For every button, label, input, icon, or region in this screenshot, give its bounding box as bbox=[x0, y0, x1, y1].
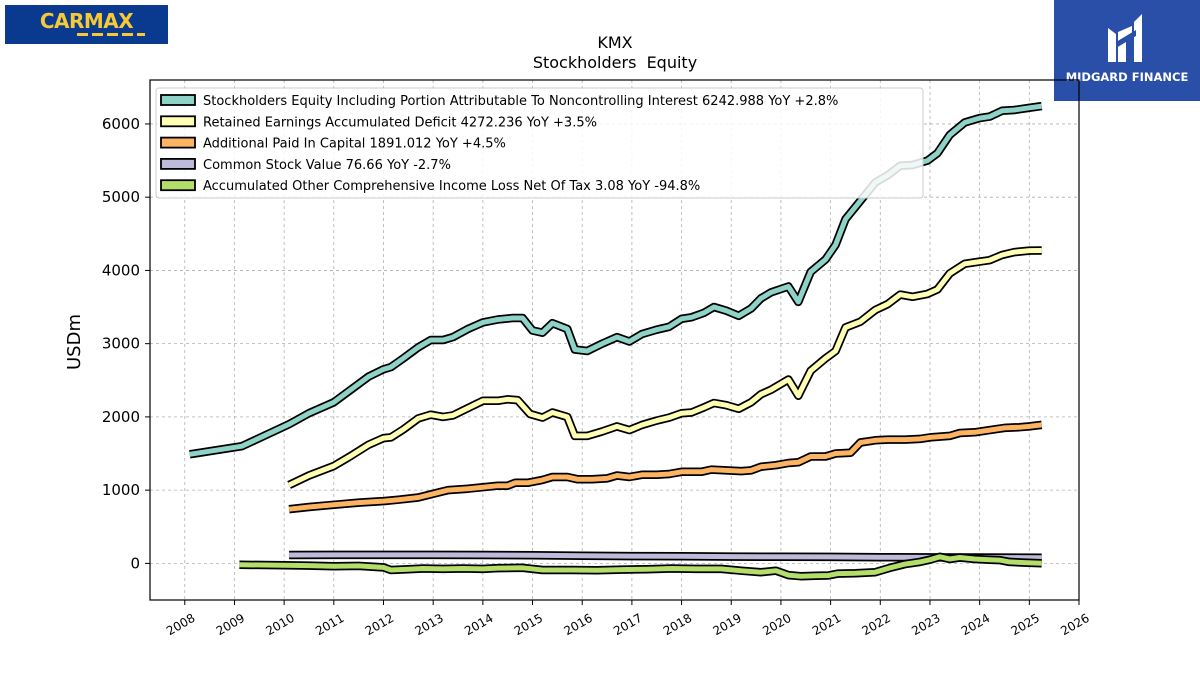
x-tick-label: 2022 bbox=[860, 611, 893, 638]
x-tick-label: 2026 bbox=[1058, 611, 1091, 638]
series-line bbox=[288, 248, 1042, 488]
legend-entry: Stockholders Equity Including Portion At… bbox=[203, 94, 838, 109]
y-tick-label: 1000 bbox=[102, 481, 140, 499]
series-3 bbox=[289, 550, 1042, 562]
y-tick-label: 3000 bbox=[102, 335, 140, 353]
midgard-mark-icon bbox=[1108, 14, 1142, 62]
x-tick-label: 2015 bbox=[512, 611, 545, 638]
legend-swatch bbox=[160, 136, 196, 149]
series-2 bbox=[288, 420, 1043, 514]
y-axis-label: USDm bbox=[64, 314, 85, 370]
x-tick-label: 2020 bbox=[760, 611, 793, 638]
series-line-outline bbox=[287, 246, 1042, 489]
legend-swatch bbox=[160, 94, 196, 106]
x-tick-label: 2011 bbox=[313, 611, 346, 638]
series-line bbox=[288, 422, 1043, 512]
x-tick-label: 2016 bbox=[561, 611, 594, 638]
series-1 bbox=[287, 246, 1042, 489]
series-line bbox=[239, 554, 1042, 579]
x-tick-label: 2019 bbox=[711, 611, 744, 638]
carmax-logo-text: CARMAX bbox=[39, 9, 134, 33]
legend-swatch bbox=[160, 157, 196, 170]
x-tick-label: 2018 bbox=[661, 611, 694, 638]
midgard-finance-logo: MIDGARD FINANCE bbox=[1054, 0, 1200, 101]
legend-swatch bbox=[160, 179, 196, 192]
legend: Stockholders Equity Including Portion At… bbox=[155, 87, 924, 199]
chart-title: KMX bbox=[597, 33, 632, 52]
x-tick-label: 2012 bbox=[363, 611, 396, 638]
x-tick-label: 2014 bbox=[462, 611, 495, 638]
x-tick-label: 2008 bbox=[164, 611, 197, 638]
x-tick-label: 2009 bbox=[214, 611, 247, 638]
x-tick-label: 2017 bbox=[611, 611, 644, 638]
y-tick-label: 6000 bbox=[102, 115, 140, 133]
x-tick-label: 2023 bbox=[909, 611, 942, 638]
y-tick-label: 5000 bbox=[102, 188, 140, 206]
y-tick-label: 2000 bbox=[102, 408, 140, 426]
series-line bbox=[289, 552, 1042, 561]
y-tick-label: 0 bbox=[130, 554, 140, 572]
x-tick-label: 2024 bbox=[959, 611, 992, 638]
legend-box bbox=[155, 87, 924, 199]
carmax-logo: CARMAX bbox=[5, 5, 168, 44]
legend-entry: Accumulated Other Comprehensive Income L… bbox=[203, 179, 700, 194]
plot-frame bbox=[149, 79, 1080, 601]
carmax-logo-dashes bbox=[77, 33, 145, 36]
legend-entry: Common Stock Value 76.66 YoY -2.7% bbox=[203, 158, 451, 173]
y-tick-label: 4000 bbox=[102, 261, 140, 279]
midgard-logo-text: MIDGARD FINANCE bbox=[1065, 70, 1189, 84]
x-tick-label: 2013 bbox=[412, 611, 445, 638]
series-4 bbox=[239, 552, 1042, 581]
legend-entry: Retained Earnings Accumulated Deficit 42… bbox=[203, 115, 597, 130]
x-tick-label: 2021 bbox=[810, 611, 843, 638]
x-tick-label: 2010 bbox=[263, 611, 296, 638]
x-tick-label: 2025 bbox=[1009, 611, 1042, 638]
legend-swatch bbox=[160, 115, 196, 128]
legend-entry: Additional Paid In Capital 1891.012 YoY … bbox=[203, 137, 506, 152]
chart-subtitle: Stockholders Equity bbox=[533, 53, 697, 72]
